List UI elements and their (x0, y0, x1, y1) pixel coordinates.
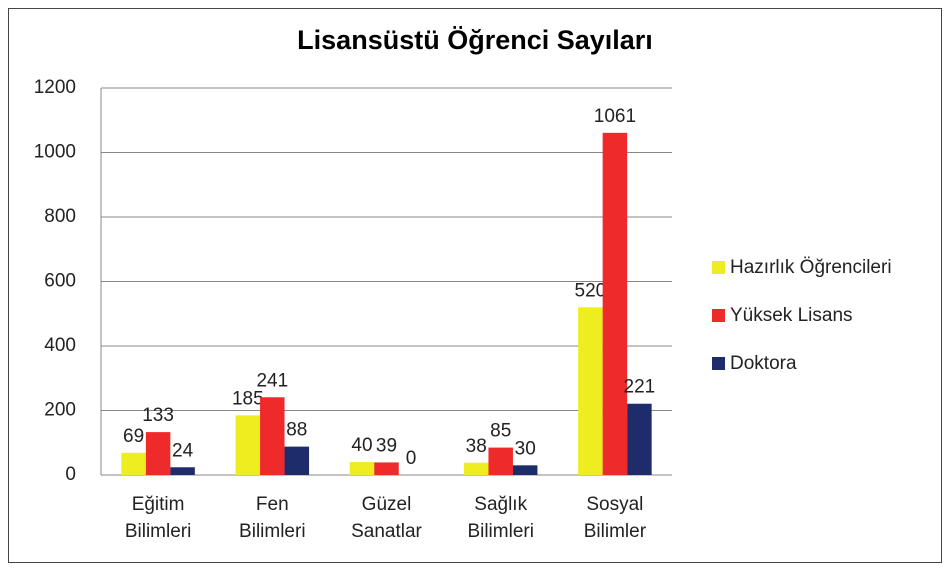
data-label: 185 (232, 388, 264, 409)
bar (463, 462, 489, 475)
y-tick-label: 1200 (34, 77, 76, 98)
y-tick-label: 400 (44, 335, 76, 356)
x-tick-label: Sosyal Bilimler (583, 494, 647, 542)
data-label: 221 (624, 377, 656, 398)
chart-title: Lisansüstü Öğrenci Sayıları (297, 25, 653, 55)
x-tick-label: Fen Bilimleri (239, 494, 306, 542)
bar (170, 467, 195, 475)
bar (235, 415, 261, 475)
data-label: 133 (142, 405, 174, 426)
legend-swatch (712, 261, 725, 274)
data-label: 520 (575, 280, 607, 301)
bar (121, 452, 146, 475)
x-tick-label: Eğitim Bilimleri (124, 494, 192, 542)
bar (145, 432, 171, 475)
data-label: 24 (172, 440, 194, 461)
legend-label: Yüksek Lisans (730, 305, 853, 326)
bar (602, 132, 628, 475)
bar (374, 462, 399, 475)
data-label: 38 (466, 436, 487, 457)
y-tick-label: 600 (44, 271, 76, 292)
bar (488, 447, 513, 475)
bar (627, 403, 652, 475)
data-label: 0 (406, 448, 417, 469)
y-tick-label: 1000 (34, 142, 76, 163)
bar (512, 465, 538, 475)
bar (349, 462, 375, 475)
y-tick-label: 0 (65, 464, 76, 485)
data-label: 241 (256, 370, 288, 391)
data-label: 40 (351, 435, 372, 456)
y-tick-label: 200 (44, 400, 76, 421)
bar (284, 446, 310, 475)
data-label: 88 (286, 420, 307, 441)
data-label: 1061 (594, 106, 636, 127)
data-label: 85 (490, 421, 511, 442)
legend-swatch (712, 357, 725, 370)
x-tick-label: Sağlık Bilimleri (467, 494, 534, 542)
legend-swatch (712, 309, 725, 322)
data-label: 30 (515, 438, 536, 459)
bar (260, 397, 285, 475)
data-label: 39 (376, 435, 397, 456)
x-tick-label: Güzel Sanatlar (351, 494, 422, 542)
data-label: 69 (123, 426, 144, 447)
legend-label: Doktora (730, 353, 797, 374)
chart-border (8, 8, 942, 563)
bar (578, 307, 603, 475)
legend-label: Hazırlık Öğrencileri (730, 257, 892, 278)
y-tick-label: 800 (44, 206, 76, 227)
